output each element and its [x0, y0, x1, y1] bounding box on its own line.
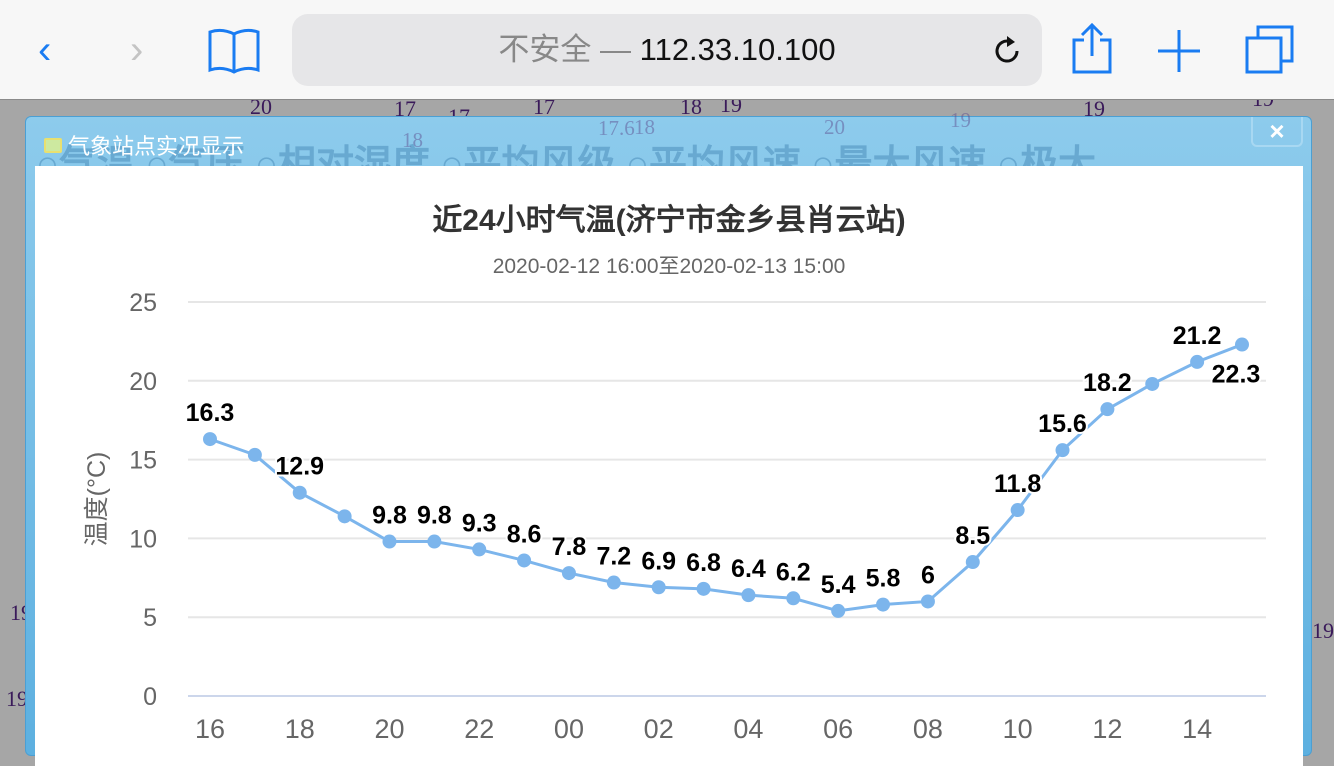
data-point: [1235, 337, 1249, 352]
data-point: [427, 534, 442, 549]
data-point: [203, 432, 217, 447]
data-point: [561, 566, 576, 581]
map-label: 18: [680, 94, 702, 119]
map-label: 19: [6, 686, 28, 711]
data-label: 16.3: [186, 399, 235, 427]
y-tick-label: 10: [129, 525, 157, 553]
address-bar[interactable]: 不安全 — 112.33.10.100: [292, 14, 1042, 86]
data-label: 21.2: [1173, 322, 1222, 350]
data-point: [606, 575, 621, 590]
data-point: [1100, 402, 1115, 417]
x-tick-label: 06: [823, 714, 853, 744]
data-label: 15.6: [1038, 410, 1087, 438]
data-point: [472, 542, 487, 557]
map-label: 17: [533, 94, 555, 119]
data-point: [965, 555, 980, 570]
data-label: 5.8: [866, 565, 901, 593]
data-label: 7.8: [552, 533, 587, 561]
map-label: 18: [634, 115, 655, 139]
data-point: [741, 588, 756, 603]
series-line: [209, 343, 1243, 613]
data-label: 6.8: [686, 549, 721, 577]
y-tick-label: 0: [143, 683, 157, 711]
data-point: [831, 603, 846, 618]
data-label: 7.2: [596, 543, 631, 571]
data-label: 6.4: [731, 555, 766, 583]
y-axis-label: 温度(°C): [83, 452, 111, 547]
data-label: 6.2: [776, 558, 811, 586]
data-point: [337, 509, 352, 524]
reload-icon[interactable]: [990, 34, 1024, 68]
back-icon[interactable]: ‹: [38, 28, 52, 72]
new-tab-icon[interactable]: [1156, 28, 1202, 74]
close-button[interactable]: ×: [1251, 117, 1303, 147]
data-point: [1055, 443, 1070, 458]
data-point: [786, 591, 801, 606]
map-label: 17.6: [598, 116, 635, 140]
data-label: 8.5: [955, 522, 990, 550]
map-label: 20: [824, 115, 845, 139]
temperature-chart: 近24小时气温(济宁市金乡县肖云站) 2020-02-12 16:00至2020-…: [83, 203, 1266, 744]
data-point: [517, 553, 532, 568]
dialog-title-text: 气象站点实况显示: [68, 134, 245, 159]
y-tick-label: 15: [129, 447, 157, 475]
x-tick-label: 14: [1182, 714, 1212, 744]
data-label: 9.8: [372, 502, 407, 530]
x-tick-label: 02: [644, 714, 674, 744]
x-tick-label: 12: [1092, 714, 1122, 744]
insecure-label: 不安全: [498, 32, 592, 67]
data-label: 8.6: [507, 520, 542, 548]
data-point: [1010, 503, 1025, 518]
map-label: 20: [250, 94, 272, 119]
x-tick-label: 10: [1003, 714, 1033, 744]
share-icon[interactable]: [1070, 22, 1114, 76]
x-tick-label: 16: [195, 714, 225, 744]
data-label: 18.2: [1083, 369, 1132, 397]
map-label: 17: [394, 96, 416, 121]
map-label: 18: [402, 128, 423, 152]
browser-toolbar: ‹ › 不安全 — 112.33.10.100: [0, 0, 1334, 100]
data-point: [651, 580, 666, 595]
data-point: [876, 597, 891, 612]
data-point: [382, 534, 397, 549]
window-icon: [44, 137, 62, 153]
dialog-title: 气象站点实况显示: [44, 129, 244, 161]
x-tick-label: 04: [733, 714, 763, 744]
station-dialog: ○气温 ○气压 ○相对湿度 ○平均风级 ○平均风速 ○最大风速 ○极大 气象站点…: [25, 116, 1312, 766]
chart-subtitle: 2020-02-12 16:00至2020-02-13 15:00: [493, 255, 846, 278]
y-tick-label: 20: [129, 368, 157, 396]
x-tick-label: 18: [285, 714, 315, 744]
x-tick-label: 08: [913, 714, 943, 744]
chart-title: 近24小时气温(济宁市金乡县肖云站): [432, 203, 905, 237]
data-point: [1145, 376, 1160, 391]
data-label: 9.8: [417, 502, 452, 530]
map-label: 19: [1312, 618, 1334, 643]
data-label: 22.3: [1212, 361, 1261, 389]
data-label: 9.3: [462, 509, 497, 537]
data-point: [292, 485, 307, 500]
bookmarks-icon[interactable]: [206, 26, 262, 74]
data-label: 11.8: [994, 470, 1041, 498]
x-tick-label: 22: [464, 714, 494, 744]
y-tick-label: 5: [143, 604, 157, 632]
data-point: [696, 581, 711, 596]
data-label: 6.9: [641, 547, 676, 575]
data-point: [1190, 354, 1205, 369]
data-label: 5.4: [821, 571, 856, 599]
map-label: 19: [1083, 96, 1105, 121]
x-tick-label: 00: [554, 714, 584, 744]
data-point: [247, 447, 262, 462]
x-tick-label: 20: [374, 714, 404, 744]
map-label: 19: [950, 108, 971, 132]
chart-container: 近24小时气温(济宁市金乡县肖云站) 2020-02-12 16:00至2020-…: [35, 166, 1303, 766]
y-tick-label: 25: [129, 289, 157, 317]
forward-icon[interactable]: ›: [130, 28, 144, 72]
url-text: 112.33.10.100: [639, 32, 836, 67]
data-label: 6: [921, 561, 935, 589]
data-point: [920, 594, 935, 609]
data-label: 12.9: [275, 453, 324, 481]
tabs-icon[interactable]: [1244, 24, 1296, 76]
